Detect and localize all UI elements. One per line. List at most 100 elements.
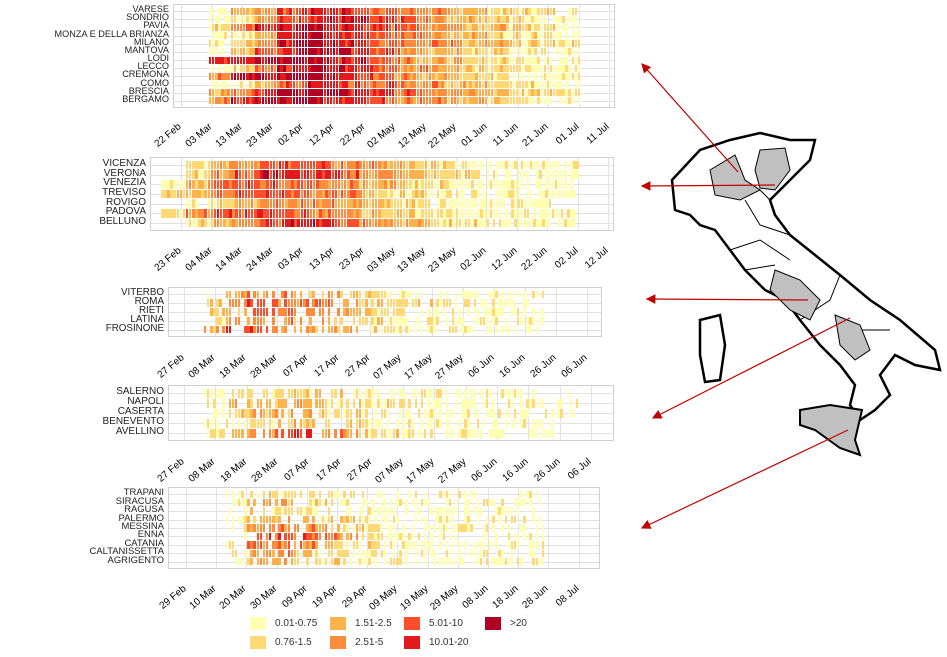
heatmap-cell <box>316 209 319 218</box>
heatmap-cell <box>255 97 258 105</box>
heatmap-cell <box>247 160 251 170</box>
heatmap-cell <box>444 72 447 80</box>
heatmap-cell <box>487 32 491 40</box>
heatmap-cell <box>227 15 230 23</box>
heatmap-cell <box>374 199 378 209</box>
heatmap-cell <box>256 290 260 299</box>
heatmap-cell <box>258 89 261 97</box>
heatmap-cell <box>320 72 323 80</box>
heatmap-cell <box>309 160 313 170</box>
heatmap-cell <box>326 15 330 23</box>
heatmap-cell <box>254 170 257 179</box>
heatmap-cell <box>242 15 246 23</box>
heatmap-cell <box>478 48 482 56</box>
heatmap-cell <box>533 160 536 170</box>
heatmap-cell <box>277 7 280 15</box>
heatmap-cell <box>401 89 404 97</box>
heatmap-cell <box>478 64 482 72</box>
heatmap-cell <box>518 89 522 97</box>
heatmap-cell <box>311 32 314 40</box>
heatmap-cell <box>526 160 530 170</box>
heatmap-cell <box>221 89 224 97</box>
heatmap-cell <box>523 290 526 299</box>
heatmap-cell <box>370 23 373 31</box>
heatmap-cell <box>351 40 354 48</box>
heatmap-cell <box>211 89 215 97</box>
heatmap-cell <box>345 23 348 31</box>
heatmap-cell <box>508 170 511 179</box>
heatmap-cell <box>447 32 451 40</box>
heatmap-cell <box>323 64 327 72</box>
heatmap-cell <box>294 189 297 199</box>
heatmap-cell <box>424 160 428 170</box>
heatmap-cell <box>263 189 266 199</box>
heatmap-cell <box>363 64 367 72</box>
heatmap-cell <box>270 97 274 105</box>
heatmap-cell <box>221 7 224 15</box>
heatmap-cell <box>453 64 457 72</box>
heatmap-cell <box>232 160 235 170</box>
heatmap-cell <box>459 15 463 23</box>
heatmap-cell <box>292 89 296 97</box>
heatmap-cell <box>173 179 176 189</box>
heatmap-cell <box>210 199 214 209</box>
heatmap-cell <box>365 179 369 189</box>
heatmap-cell <box>543 15 547 23</box>
heatmap-cell <box>297 209 300 218</box>
heatmap-cell <box>283 23 286 31</box>
heatmap-cell <box>215 72 218 80</box>
heatmap-cell <box>201 160 204 170</box>
heatmap-cell <box>211 81 215 89</box>
heatmap-cell <box>560 170 564 179</box>
heatmap-cell <box>242 23 246 31</box>
heatmap-cell <box>289 89 292 97</box>
heatmap-cell <box>219 189 223 199</box>
heatmap-cell <box>291 199 294 209</box>
heatmap-cell <box>354 97 358 105</box>
heatmap-cell <box>390 199 393 209</box>
heatmap-cell <box>404 48 407 56</box>
heatmap-cell <box>179 179 183 189</box>
heatmap-cell <box>188 170 192 179</box>
heatmap-cell <box>257 160 260 170</box>
heatmap-cell <box>484 7 488 15</box>
heatmap-cell <box>348 32 351 40</box>
heatmap-cell <box>483 189 486 199</box>
heatmap-cell <box>514 179 517 189</box>
heatmap-cell <box>409 218 412 228</box>
heatmap-cell <box>249 7 252 15</box>
heatmap-cell <box>309 209 313 218</box>
heatmap-cell <box>221 40 224 48</box>
heatmap-cell <box>340 199 344 209</box>
heatmap-cell <box>223 179 226 189</box>
heatmap-cell <box>201 189 204 199</box>
heatmap-cell <box>376 72 379 80</box>
heatmap-cell <box>450 72 454 80</box>
heatmap-cell <box>374 189 378 199</box>
heatmap-cell <box>573 218 576 228</box>
heatmap-cell <box>351 72 354 80</box>
heatmap-cell <box>548 199 552 209</box>
heatmap-cell <box>378 209 381 218</box>
heatmap-cell <box>490 72 494 80</box>
heatmap-cell <box>363 72 367 80</box>
heatmap-cell <box>326 48 330 56</box>
heatmap-cell <box>382 40 385 48</box>
heatmap-cell <box>233 7 237 15</box>
heatmap-cell <box>490 23 494 31</box>
heatmap-cell <box>179 209 183 218</box>
heatmap-cell <box>255 32 258 40</box>
heatmap-cell <box>334 179 338 189</box>
heatmap-cell <box>574 72 578 80</box>
heatmap-cell <box>390 179 393 189</box>
heatmap-cell <box>236 81 240 89</box>
heatmap-cell <box>188 189 192 199</box>
heatmap-cell <box>330 290 334 299</box>
heatmap-cell <box>537 64 540 72</box>
heatmap-cell <box>432 7 435 15</box>
heatmap-cell <box>487 72 491 80</box>
heatmap-cell <box>215 32 218 40</box>
heatmap-cell <box>326 32 330 40</box>
heatmap-cell <box>481 32 485 40</box>
heatmap-cell <box>323 72 327 80</box>
